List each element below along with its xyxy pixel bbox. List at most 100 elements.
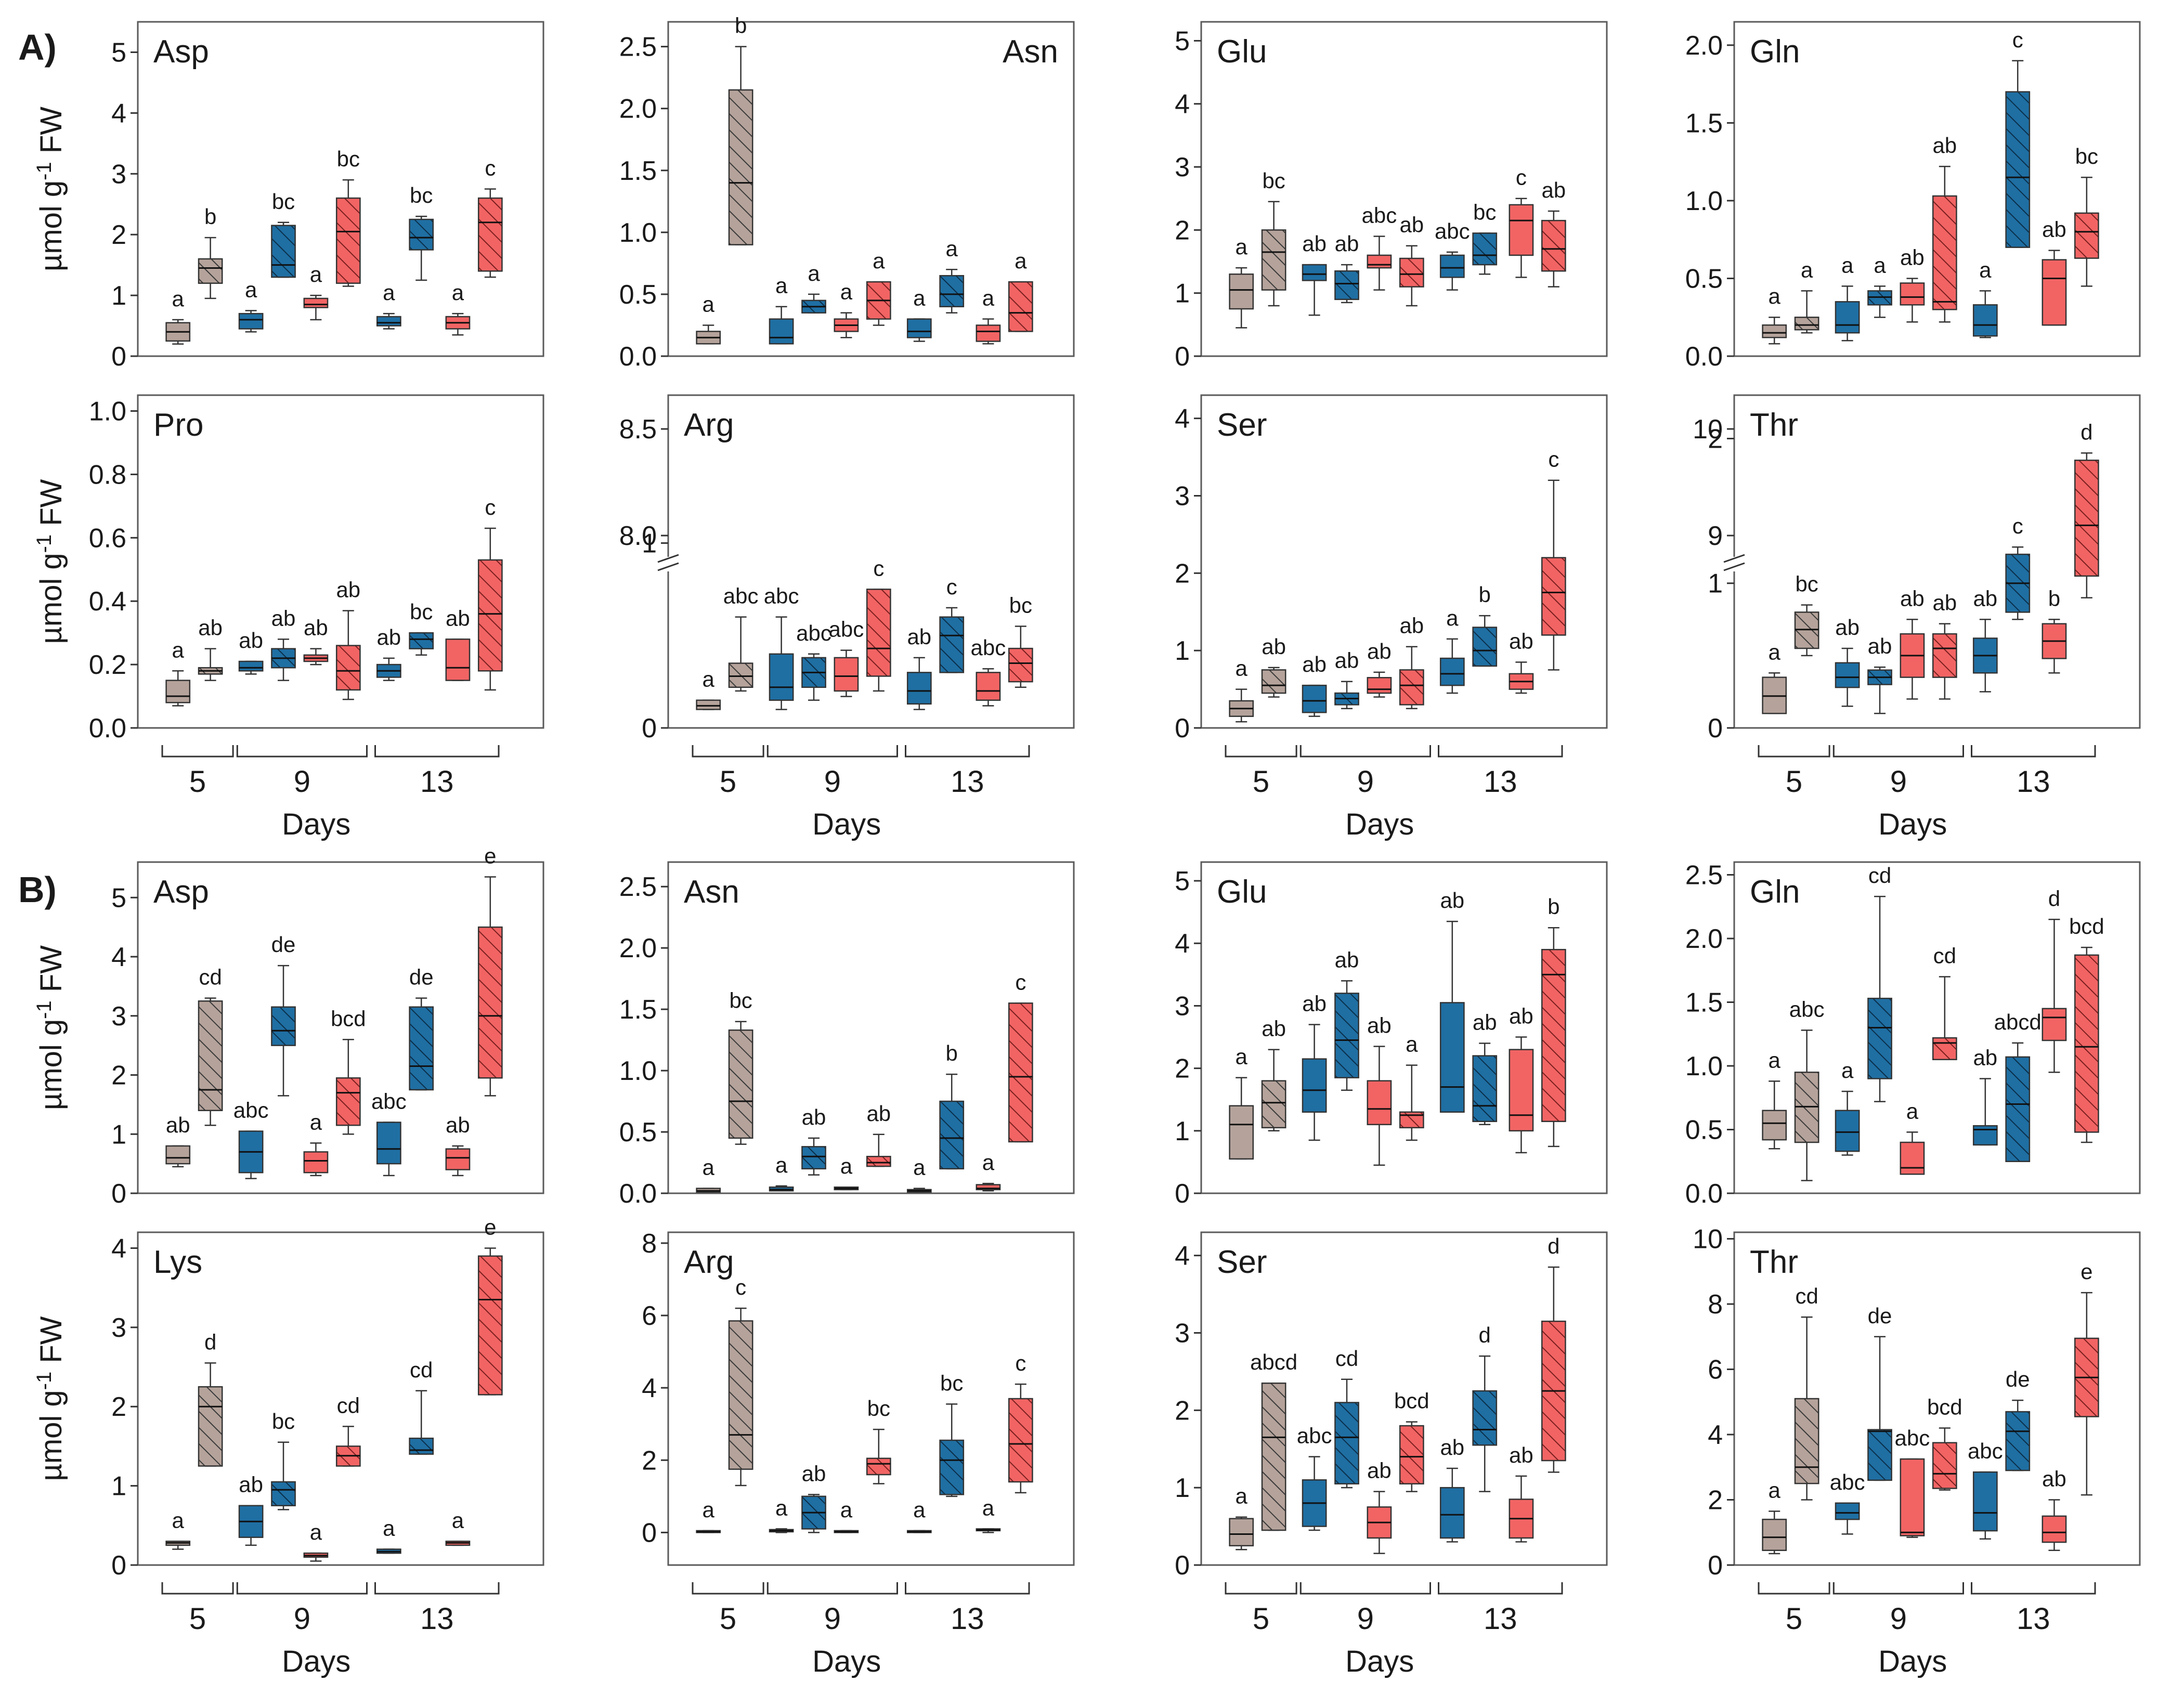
y-tick-label: 5 [111, 37, 126, 68]
box-day13-hatched-blue: abcd [1994, 1010, 2042, 1162]
significance-letter: bc [940, 1371, 963, 1395]
plot-frame [1200, 21, 1608, 357]
significance-letter: ab [1399, 614, 1424, 638]
plot-frame [1200, 394, 1608, 729]
box-iqr [1008, 281, 1033, 332]
y-tick-label-upper: 9 [1708, 521, 1723, 551]
box-iqr [409, 1437, 434, 1455]
plot-frame [667, 861, 1075, 1194]
y-tick-label: 3 [1175, 991, 1190, 1021]
day-bracket [1225, 1582, 1297, 1595]
significance-letter: ab [1440, 1435, 1464, 1460]
significance-letter: a [1769, 284, 1781, 308]
y-tick-label: 1.0 [89, 396, 126, 426]
significance-letter: cd [1335, 1346, 1358, 1371]
significance-letter: cd [337, 1393, 360, 1417]
box-iqr [238, 312, 264, 330]
box-day5-hatched-grey: abc [723, 584, 759, 692]
x-axis-title: Days [1345, 807, 1414, 841]
day-label: 5 [1786, 1602, 1802, 1636]
y-tick-label-upper: 10 [1693, 414, 1723, 445]
y-tick-label: 2 [111, 220, 126, 250]
day-label: 13 [951, 765, 984, 799]
box-iqr [1835, 1110, 1860, 1152]
significance-letter: ab [239, 628, 263, 653]
plot-frame [1733, 861, 2141, 1194]
box-day9-hatched-blue: a [801, 261, 826, 314]
box-day13-hatched-blue: bc [409, 600, 434, 656]
box-iqr [165, 680, 191, 703]
y-tick-label: 6 [1708, 1355, 1723, 1385]
axis-break-mark [657, 554, 679, 563]
y-tick-label: 1.5 [619, 156, 657, 186]
y-tick-label: 0.5 [1685, 1115, 1723, 1145]
significance-letter: abcd [1994, 1010, 2042, 1034]
box-day13-hatched-red: c [1541, 447, 1566, 671]
y-axis-label-part: µmol g [34, 1390, 68, 1481]
significance-letter: bc [867, 1396, 890, 1421]
box-day5-hatched-grey: bc [728, 988, 753, 1145]
y-tick-label: 1 [1175, 279, 1190, 309]
box-iqr [198, 1386, 223, 1467]
significance-letter: abc [1297, 1424, 1332, 1448]
y-tick-label: 0 [1708, 713, 1723, 744]
significance-letter: abc [1789, 997, 1825, 1021]
box-day5-plain-grey: a [1229, 234, 1254, 329]
box-day5-hatched-grey: cd [198, 965, 223, 1126]
box-day13-plain-red: ab [2042, 1467, 2067, 1552]
significance-letter: a [452, 1508, 464, 1532]
significance-letter: a [703, 1155, 715, 1180]
box-iqr [303, 297, 329, 308]
significance-letter: bc [2075, 144, 2098, 168]
significance-letter: ab [2042, 217, 2066, 242]
box-iqr [409, 1006, 434, 1091]
day-label: 9 [1890, 765, 1907, 799]
significance-letter: a [1236, 1484, 1248, 1508]
y-tick-label: 0 [1175, 1550, 1190, 1581]
box-day13-plain-blue: a [906, 1155, 932, 1193]
significance-letter: cd [1933, 944, 1956, 968]
significance-letter: abcd [1250, 1350, 1297, 1374]
significance-letter: abc [971, 635, 1006, 660]
y-axis-label-part: µmol g [34, 553, 68, 644]
significance-letter: ab [1868, 634, 1892, 658]
box-iqr [1762, 324, 1787, 338]
box-day13-hatched-blue: c [2005, 28, 2031, 248]
y-tick-label: 6 [642, 1301, 657, 1331]
day-bracket [905, 1582, 1030, 1595]
box-day9-plain-red: abc [1362, 203, 1397, 291]
significance-letter: b [204, 204, 216, 229]
box-day5-hatched-grey: cd [1794, 1284, 1819, 1501]
y-tick-label: 0 [111, 1550, 126, 1581]
box-day9-plain-red: a [303, 1110, 329, 1177]
y-tick-label: 3 [1175, 152, 1190, 183]
significance-letter: a [775, 1495, 788, 1520]
box-day5-plain-grey: a [1762, 640, 1787, 714]
significance-letter: abc [723, 584, 759, 608]
significance-letter: ab [802, 1461, 826, 1485]
significance-letter: d [1548, 1234, 1559, 1258]
panel-title: Thr [1750, 1244, 1798, 1280]
panel-title: Pro [153, 407, 203, 443]
significance-letter: c [873, 556, 884, 580]
box-day13-plain-red: a [976, 1495, 1001, 1533]
box-day13-hatched-red: bc [2074, 144, 2099, 287]
significance-letter: c [735, 1275, 746, 1299]
significance-letter: a [1236, 656, 1248, 681]
box-iqr [376, 1122, 401, 1165]
significance-letter: c [946, 575, 957, 599]
y-tick-label: 0 [1175, 342, 1190, 372]
y-tick-label: 1 [1175, 636, 1190, 666]
y-axis-label: µmol g-1 FW [33, 1316, 68, 1481]
y-tick-label: 1.0 [619, 1056, 657, 1086]
box-iqr [1439, 1487, 1465, 1539]
significance-letter: ab [1900, 245, 1925, 269]
box-iqr [976, 1184, 1001, 1191]
box-day5-hatched-grey: a [1794, 257, 1819, 334]
box-day9-plain-red: ab [303, 616, 329, 666]
panel-title: Gln [1750, 874, 1800, 910]
x-axis-title: Days [1345, 1645, 1414, 1678]
y-tick-label: 4 [1708, 1420, 1723, 1450]
box-day13-plain-red: b [2042, 586, 2067, 674]
